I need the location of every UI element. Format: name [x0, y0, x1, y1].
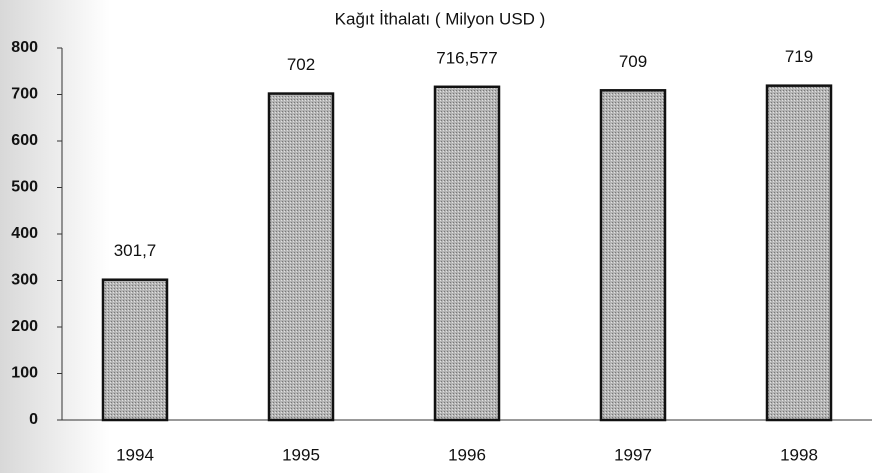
data-label: 719 [785, 47, 813, 66]
x-tick-label: 1997 [614, 445, 652, 464]
y-tick-label: 100 [11, 365, 38, 382]
bar [433, 85, 501, 422]
x-tick-label: 1994 [116, 445, 154, 464]
data-label: 301,7 [114, 241, 157, 260]
x-tick-label: 1995 [282, 445, 320, 464]
chart-title: Kağıt İthalatı ( Milyon USD ) [335, 9, 546, 28]
y-tick-label: 600 [11, 132, 38, 149]
bar [599, 89, 667, 422]
y-tick-label: 200 [11, 318, 38, 335]
y-tick-label: 800 [11, 39, 38, 56]
y-tick-label: 700 [11, 86, 38, 103]
scan-shade [0, 0, 110, 473]
data-label: 709 [619, 52, 647, 71]
bar [101, 278, 169, 422]
y-tick-label: 400 [11, 225, 38, 242]
data-label: 716,577 [436, 48, 497, 67]
bar [765, 84, 833, 422]
x-tick-label: 1996 [448, 445, 486, 464]
y-tick-label: 0 [29, 411, 38, 428]
x-tick-label: 1998 [780, 445, 818, 464]
data-label: 702 [287, 55, 315, 74]
y-tick-label: 300 [11, 272, 38, 289]
bar [267, 92, 335, 422]
y-tick-label: 500 [11, 179, 38, 196]
